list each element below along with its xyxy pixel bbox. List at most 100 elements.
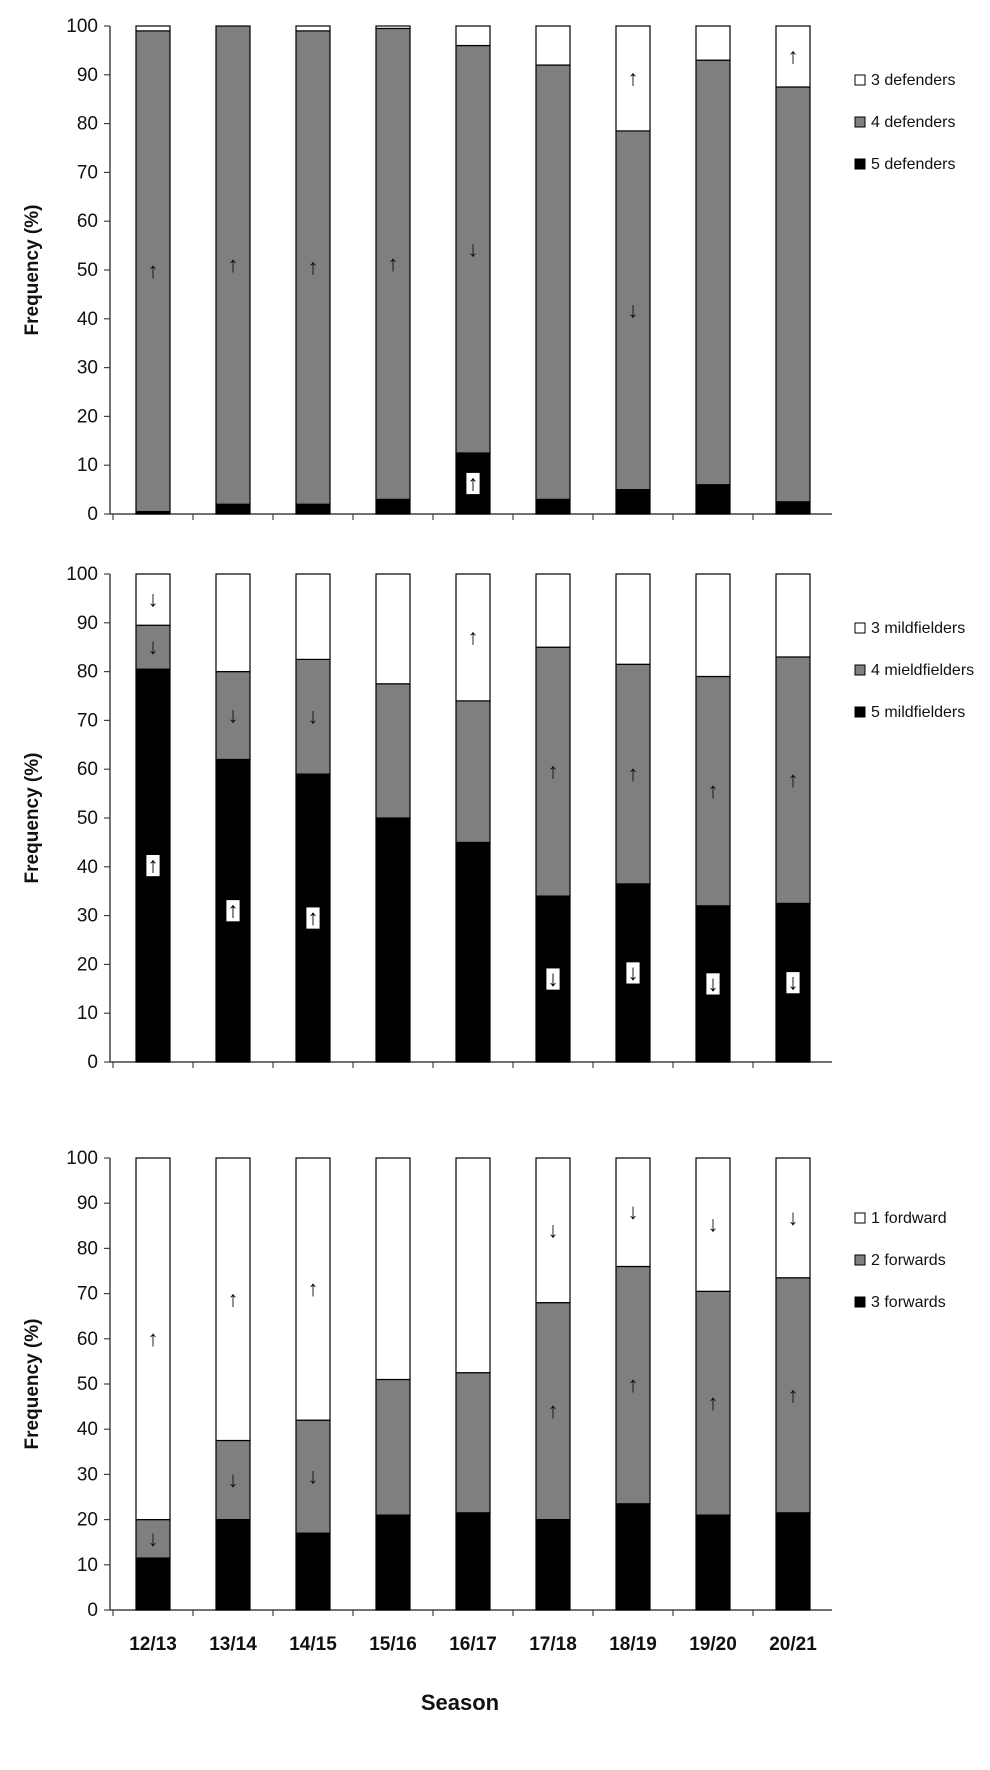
y-tick-label: 30 <box>77 1464 98 1485</box>
legend-swatch <box>854 1254 866 1266</box>
bar-segment <box>215 1439 251 1521</box>
trend-arrow: ↑ <box>708 778 719 803</box>
bar-segment <box>135 30 171 513</box>
bar-segment <box>775 501 811 515</box>
season-label: 16/17 <box>449 1634 497 1655</box>
marker-box <box>225 899 241 923</box>
bar-segment <box>455 1157 491 1374</box>
trend-arrow: ↓ <box>228 703 239 728</box>
bar-segment <box>535 1302 571 1521</box>
legend-swatch <box>854 664 866 676</box>
trend-arrow: ↓ <box>548 966 559 991</box>
trend-arrow: ↑ <box>308 1276 319 1301</box>
bar-segment <box>615 25 651 132</box>
bar-segment <box>295 1157 331 1421</box>
y-tick-label: 100 <box>66 564 98 585</box>
trend-arrow: ↑ <box>228 252 239 277</box>
marker-box <box>625 961 641 985</box>
bar-segment <box>375 683 411 819</box>
trend-arrow: ↑ <box>548 1398 559 1423</box>
bar-segment <box>455 573 491 702</box>
y-tick-label: 60 <box>77 759 98 780</box>
forwards-chart: 0 10 20 30 40 50 60 70 80 90 100 Frequency (%) ↓ ↑ 12/… <box>22 1148 947 1715</box>
trend-arrow: ↓ <box>148 1526 159 1551</box>
trend-arrow: ↓ <box>308 704 319 729</box>
y-axis-title: Frequency (%) <box>22 205 43 336</box>
bar-segment <box>695 573 731 678</box>
bar-segment <box>615 573 651 665</box>
trend-arrow: ↑ <box>468 624 479 649</box>
y-tick-label: 100 <box>66 16 98 37</box>
bar-segment <box>135 1518 171 1559</box>
bar-segment <box>295 25 331 32</box>
bar-segment <box>455 700 491 844</box>
bar-segment <box>615 130 651 491</box>
season-label: 18/19 <box>609 1634 657 1655</box>
marker-box <box>545 967 561 991</box>
bar-segment <box>215 573 251 673</box>
bar-segment <box>615 489 651 515</box>
trend-arrow: ↓ <box>708 971 719 996</box>
bar-segment <box>375 1157 411 1381</box>
bar-segment <box>775 1157 811 1279</box>
bar-segment <box>295 30 331 505</box>
legend-label: 4 mieldfielders <box>871 662 974 679</box>
bar-segment <box>615 663 651 885</box>
y-tick-label: 70 <box>77 162 98 183</box>
y-tick-label: 100 <box>66 1148 98 1169</box>
trend-arrow: ↓ <box>628 1199 639 1224</box>
legend-label: 4 defenders <box>871 114 956 131</box>
y-tick-label: 40 <box>77 1419 98 1440</box>
y-tick-label: 90 <box>77 1193 98 1214</box>
marker-box <box>145 854 161 877</box>
bar-segment <box>215 670 251 761</box>
bar-segment <box>535 64 571 500</box>
trend-arrow: ↑ <box>628 65 639 90</box>
y-tick-label: 10 <box>77 1003 98 1024</box>
bar-segment <box>455 841 491 1063</box>
bar-segment <box>375 573 411 685</box>
trend-arrow: ↑ <box>228 1286 239 1311</box>
bar-segment <box>775 1512 811 1611</box>
bar-segment <box>455 1372 491 1514</box>
bar-segment <box>295 503 331 515</box>
marker-box <box>305 906 321 930</box>
legend-swatch <box>854 706 866 718</box>
bar-segment <box>615 1503 651 1611</box>
y-tick-label: 10 <box>77 455 98 476</box>
legend-swatch <box>854 158 866 170</box>
trend-arrow: ↑ <box>468 471 479 496</box>
y-tick-label: 50 <box>77 808 98 829</box>
bar-segment <box>295 1419 331 1534</box>
bar-segment <box>135 1157 171 1521</box>
marker-box <box>465 472 481 495</box>
bar-segment <box>695 1514 731 1611</box>
trend-arrow: ↓ <box>148 634 159 659</box>
season-label: 14/15 <box>289 1634 337 1655</box>
x-axis-title: Season <box>421 1690 499 1715</box>
bar-segment <box>695 1290 731 1516</box>
legend-label: 1 fordward <box>871 1210 947 1227</box>
bar-segment <box>695 484 731 515</box>
trend-arrow: ↓ <box>628 960 639 985</box>
bar-segment <box>215 1518 251 1611</box>
bar-segment <box>215 1157 251 1442</box>
bar-segment <box>775 25 811 88</box>
trend-arrow: ↑ <box>148 853 159 878</box>
legend-label: 3 mildfielders <box>871 620 965 637</box>
bar-segment <box>695 59 731 486</box>
trend-arrow: ↓ <box>548 1217 559 1242</box>
y-tick-label: 60 <box>77 1329 98 1350</box>
bar-segment <box>295 658 331 775</box>
y-tick-label: 40 <box>77 309 98 330</box>
trend-arrow: ↑ <box>308 255 319 280</box>
y-tick-label: 20 <box>77 954 98 975</box>
season-label: 12/13 <box>129 1634 177 1655</box>
y-tick-label: 30 <box>77 906 98 927</box>
legend-swatch <box>854 74 866 86</box>
season-label: 20/21 <box>769 1634 817 1655</box>
bar-segment <box>775 573 811 658</box>
bar-segment <box>695 25 731 61</box>
trend-arrow: ↓ <box>708 1212 719 1237</box>
